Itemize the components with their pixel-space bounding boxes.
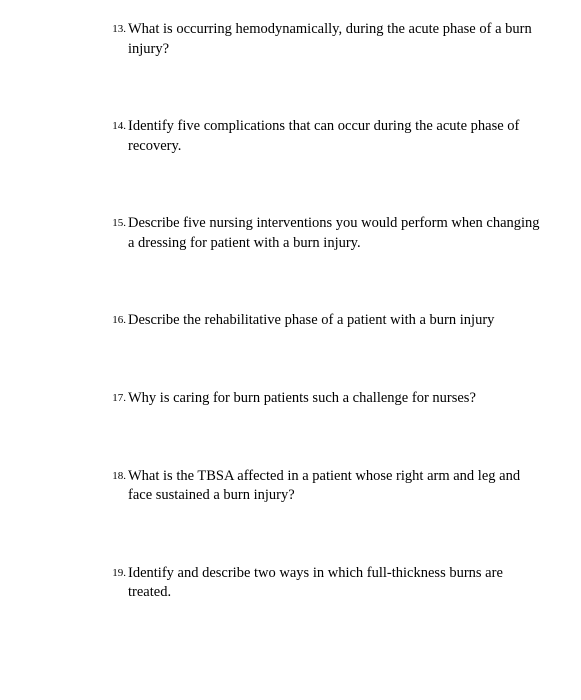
question-text: Why is caring for burn patients such a c… [128, 389, 476, 409]
question-number: 15. [108, 214, 126, 229]
question-text: Identify and describe two ways in which … [128, 564, 541, 603]
question-item: 17. Why is caring for burn patients such… [20, 389, 541, 409]
question-item: 14. Identify five complications that can… [20, 117, 541, 156]
question-text: Describe the rehabilitative phase of a p… [128, 311, 494, 331]
question-number: 16. [108, 311, 126, 326]
question-item: 13. What is occurring hemodynamically, d… [20, 20, 541, 59]
question-number: 18. [108, 467, 126, 482]
question-text: What is the TBSA affected in a patient w… [128, 467, 541, 506]
question-list: 13. What is occurring hemodynamically, d… [20, 20, 541, 603]
question-text: Identify five complications that can occ… [128, 117, 541, 156]
question-number: 13. [108, 20, 126, 35]
question-number: 19. [108, 564, 126, 579]
question-text: Describe five nursing interventions you … [128, 214, 541, 253]
question-number: 17. [108, 389, 126, 404]
question-item: 18. What is the TBSA affected in a patie… [20, 467, 541, 506]
question-item: 16. Describe the rehabilitative phase of… [20, 311, 541, 331]
question-number: 14. [108, 117, 126, 132]
question-item: 15. Describe five nursing interventions … [20, 214, 541, 253]
question-text: What is occurring hemodynamically, durin… [128, 20, 541, 59]
question-item: 19. Identify and describe two ways in wh… [20, 564, 541, 603]
